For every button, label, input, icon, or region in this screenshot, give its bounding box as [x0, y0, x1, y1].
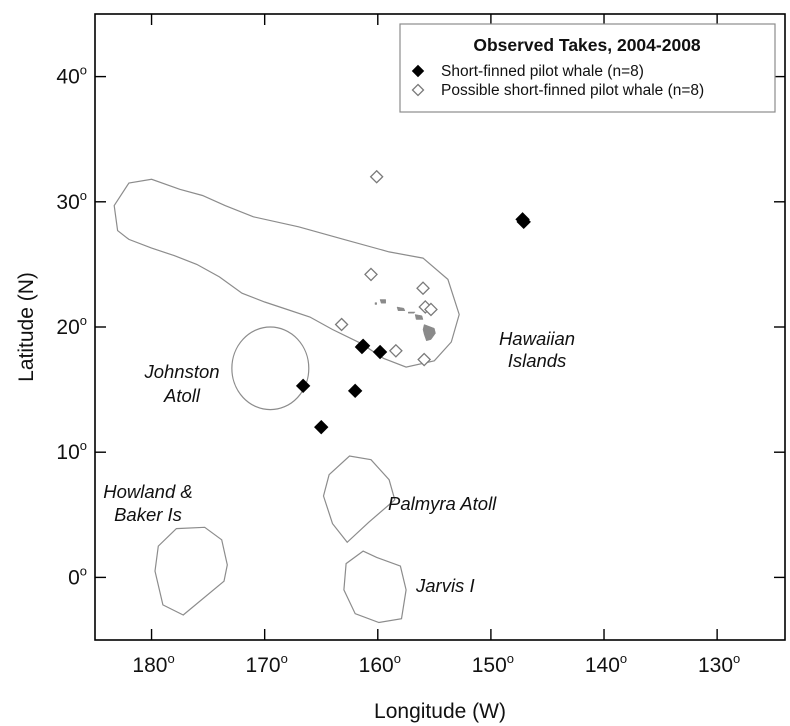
legend: Observed Takes, 2004-2008 Short-finned p…: [399, 23, 776, 113]
jarvis-i-label: Jarvis I: [415, 575, 475, 596]
region-boundaries: [113, 178, 460, 624]
palmyra-atoll-boundary: [322, 455, 396, 544]
possible-legend-marker: [411, 83, 425, 97]
x-axis-title: Longitude (W): [374, 700, 506, 723]
x-tick-label: 160o: [359, 651, 401, 677]
palmyra-atoll-label: Palmyra Atoll: [388, 493, 497, 514]
x-tick-label: 170o: [246, 651, 288, 677]
possible-pilot-whale-take-point: [369, 169, 384, 184]
maui-island: [414, 314, 424, 320]
confirmed-legend-marker: [411, 64, 425, 78]
jarvis-i-boundary: [343, 550, 407, 624]
legend-box: [399, 23, 776, 113]
observation-points: [295, 169, 531, 435]
x-tick-label: 130o: [698, 651, 740, 677]
x-tick-label: 140o: [585, 651, 627, 677]
y-axis-title: Latitude (N): [15, 272, 38, 382]
hawaiian-islands-label: Hawaiian Islands: [499, 328, 575, 371]
legend-entry-label: Possible short-finned pilot whale (n=8): [441, 82, 704, 99]
johnston-atoll-label: Johnston Atoll: [143, 361, 219, 406]
axis-ticks: 180o 170o 160o 150o 140o 130o 40o 30o 20o 10o 0o: [56, 14, 785, 677]
legend-entries: Short-finned pilot whale (n=8) Possible s…: [411, 63, 704, 99]
legend-entry-label: Short-finned pilot whale (n=8): [441, 63, 644, 80]
hawaiian-islands-boundary: [113, 178, 460, 368]
y-tick-label: 40o: [56, 63, 87, 89]
legend-title: Observed Takes, 2004-2008: [473, 35, 701, 55]
possible-pilot-whale-take-point: [334, 317, 349, 332]
possible-pilot-whale-take-point: [424, 302, 438, 317]
possible-pilot-whale-take-point: [364, 267, 378, 282]
pilot-whale-take-point: [354, 339, 370, 355]
kauai-island: [379, 299, 386, 304]
x-tick-label: 150o: [472, 651, 514, 677]
y-tick-label: 0o: [68, 563, 87, 589]
johnston-atoll-boundary: [231, 326, 310, 411]
pilot-whale-take-point: [314, 419, 329, 435]
y-tick-label: 10o: [56, 438, 87, 464]
pilot-whale-take-point: [372, 344, 388, 360]
pilot-whale-take-point: [347, 383, 363, 399]
niihau-island: [374, 302, 377, 305]
plot-frame: [94, 13, 786, 641]
oahu-island: [396, 306, 406, 311]
howland-and-baker-is-label: Howland & Baker Is: [103, 481, 192, 525]
pilot-whale-take-point: [295, 378, 311, 394]
pilot-whale-take-point: [516, 214, 531, 230]
y-tick-label: 20o: [56, 313, 87, 339]
place-labels: Hawaiian Islands Johnston Atoll Palmyra Atol…: [103, 328, 575, 596]
possible-pilot-whale-take-point: [416, 281, 430, 296]
possible-pilot-whale-take-point: [388, 343, 403, 358]
y-tick-label: 30o: [56, 188, 87, 214]
main-hawaiian-islands: [374, 299, 436, 342]
possible-pilot-whale-take-point: [417, 352, 432, 367]
howland-and-baker-is-boundary: [154, 526, 228, 616]
hawaii-island: [422, 324, 436, 342]
x-tick-label: 180o: [132, 651, 174, 677]
molokai-island: [408, 311, 416, 314]
